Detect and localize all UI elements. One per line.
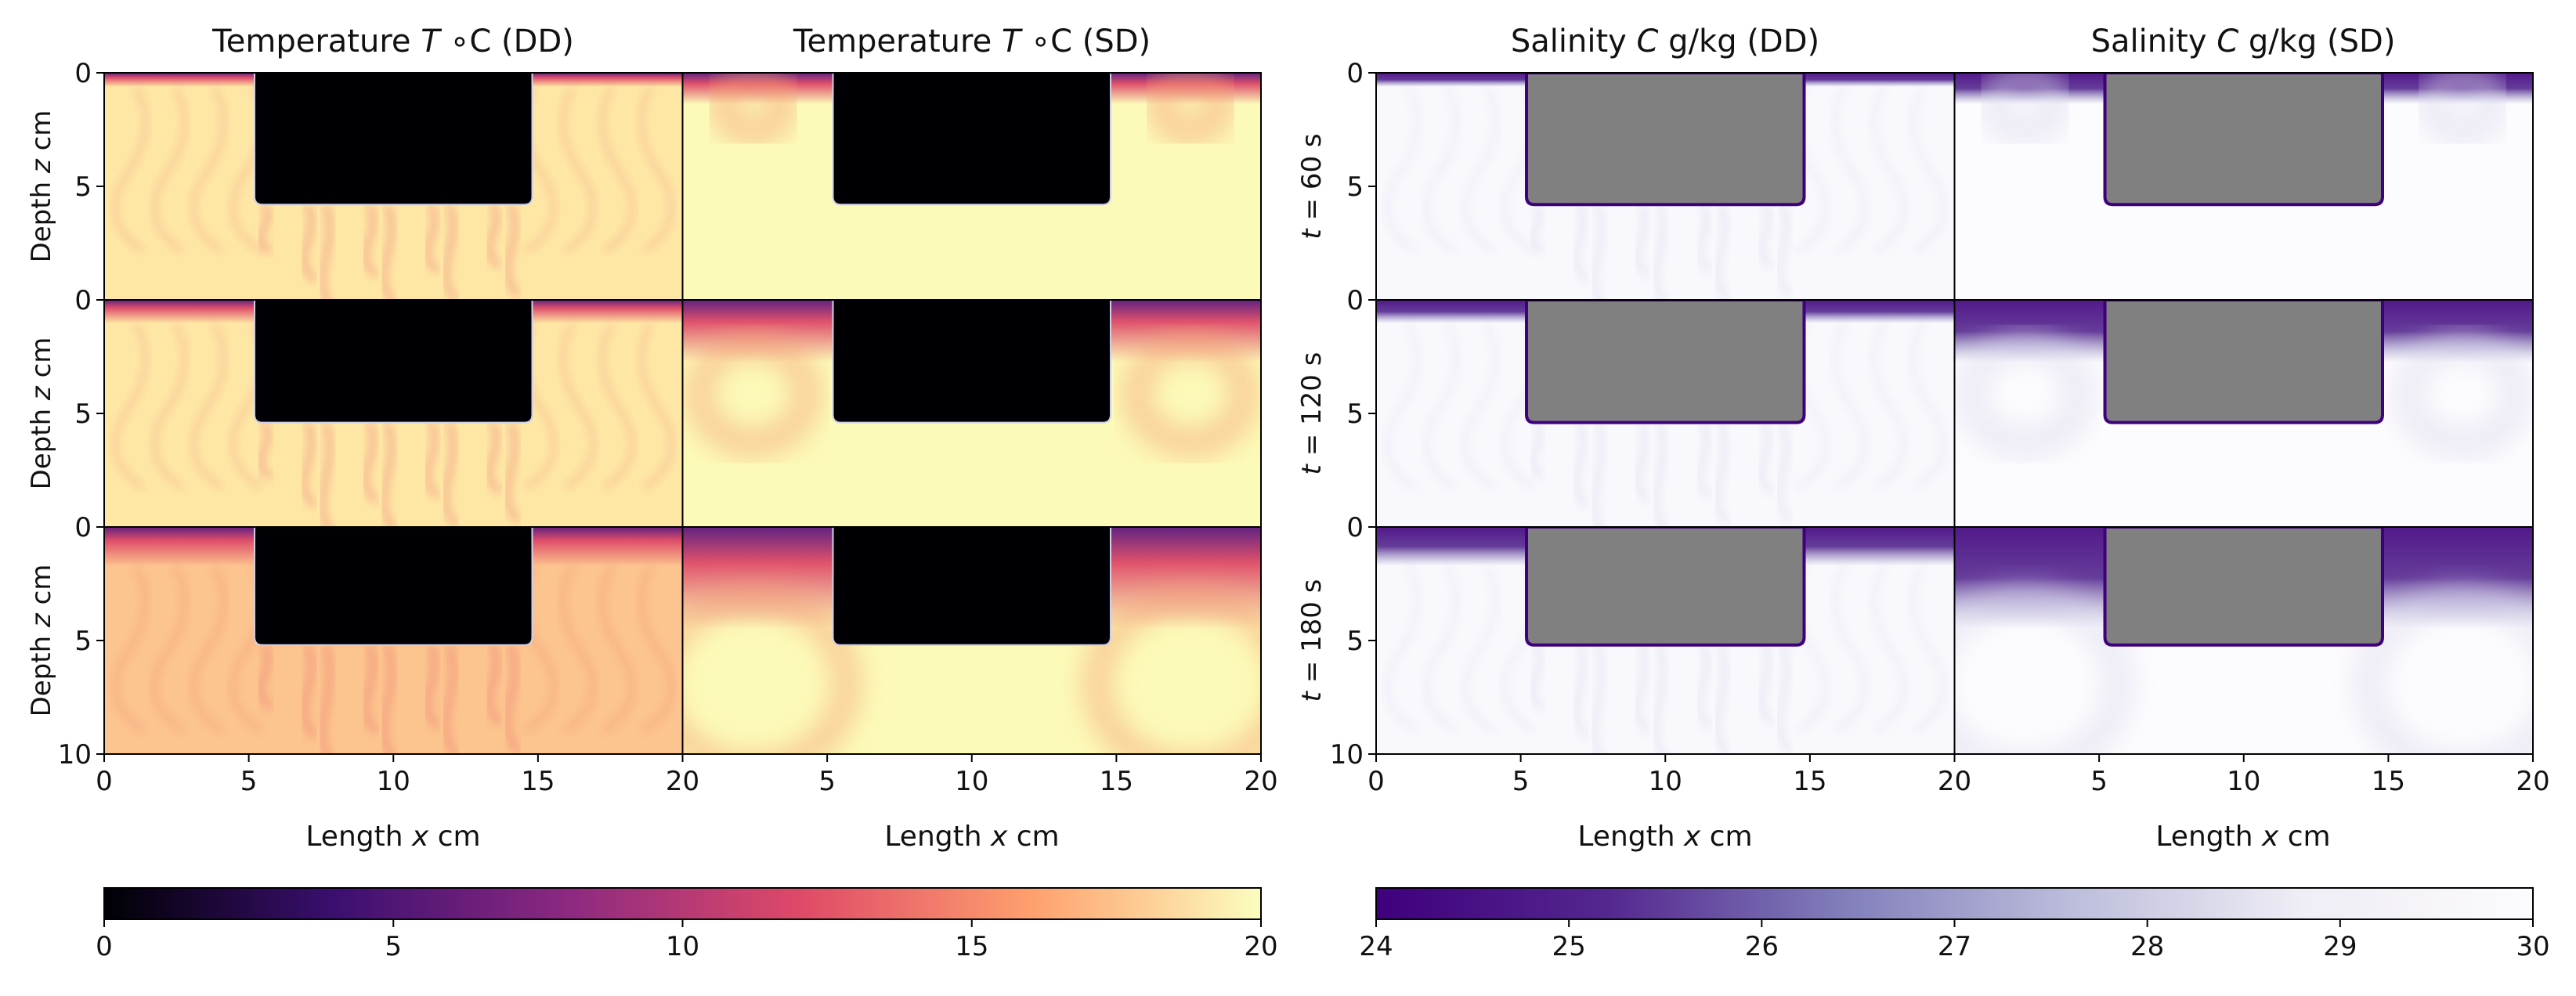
x-tick-label: 10 — [1649, 766, 1682, 797]
ylabel-row-2: Depth z cm — [26, 337, 57, 490]
col-title-temperature-dd: Temperature T ∘C (DD) — [211, 23, 574, 60]
xlabel-salinity-dd: Length x cm — [1577, 821, 1752, 853]
y-tick-label: 0 — [74, 285, 92, 316]
panel-salinity-sd-row-2 — [1953, 299, 2534, 528]
obstacle — [2103, 73, 2384, 207]
x-tick-label: 5 — [1512, 766, 1530, 797]
time-label-60s: t = 60 s — [1296, 133, 1328, 239]
panel-temperature-dd-row-3 — [103, 526, 684, 755]
colorbar-tick-label: 10 — [666, 931, 699, 962]
col-title-temperature-sd: Temperature T ∘C (SD) — [793, 23, 1151, 60]
colorbar-tick-label: 30 — [2516, 931, 2549, 962]
x-tick-label: 0 — [96, 766, 113, 797]
time-label-120s: t = 120 s — [1296, 352, 1328, 475]
obstacle — [254, 73, 533, 206]
col-title-salinity-dd: Salinity C g/kg (DD) — [1511, 23, 1819, 60]
x-tick-label: 10 — [2227, 766, 2260, 797]
x-tick-label: 0 — [1367, 766, 1385, 797]
panel-salinity-dd-row-1 — [1375, 72, 1956, 301]
obstacle — [254, 300, 533, 424]
colorbar-tick-label: 29 — [2323, 931, 2357, 962]
ylabel-row-3: Depth z cm — [26, 565, 57, 717]
obstacle — [2103, 527, 2384, 647]
panel-temperature-sd-row-2 — [681, 299, 1262, 528]
obstacle — [1525, 73, 1806, 207]
panel-temperature-dd-row-2 — [103, 299, 684, 528]
col-title-salinity-sd: Salinity C g/kg (SD) — [2091, 23, 2396, 60]
xlabel-salinity-sd: Length x cm — [2155, 821, 2330, 853]
x-tick-label: 5 — [818, 766, 836, 797]
colorbar-tick-label: 26 — [1745, 931, 1779, 962]
y-tick-label: 10 — [58, 739, 92, 770]
x-tick-label: 20 — [1938, 766, 1971, 797]
panel-salinity-dd-row-3 — [1375, 526, 1956, 755]
x-tick-label: 15 — [521, 766, 555, 797]
colorbar-tick-label: 27 — [1938, 931, 1971, 962]
x-tick-label: 10 — [377, 766, 410, 797]
y-tick-label: 0 — [1346, 285, 1364, 316]
colorbar-tick-label: 15 — [955, 931, 988, 962]
panel-salinity-dd-row-2 — [1375, 299, 1956, 528]
obstacle — [832, 527, 1111, 646]
x-tick-label: 5 — [2090, 766, 2108, 797]
time-label-180s: t = 180 s — [1296, 579, 1328, 702]
temperature-colorbar — [103, 887, 1262, 920]
obstacle — [1525, 300, 1806, 424]
obstacle — [254, 527, 533, 646]
y-tick-label: 0 — [74, 512, 92, 543]
y-tick-label: 5 — [1346, 171, 1364, 203]
y-tick-label: 0 — [1346, 58, 1364, 89]
y-tick-label: 5 — [74, 399, 92, 430]
y-tick-label: 0 — [74, 58, 92, 89]
x-tick-label: 15 — [1793, 766, 1826, 797]
panel-grid — [103, 72, 2534, 755]
colorbar-tick-label: 24 — [1359, 931, 1393, 962]
xlabel-temperature-sd: Length x cm — [884, 821, 1059, 853]
panel-temperature-sd-row-3 — [681, 526, 1262, 755]
ylabel-row-1: Depth z cm — [26, 110, 57, 263]
obstacle — [832, 73, 1111, 206]
y-tick-label: 10 — [1330, 739, 1364, 770]
colorbar-tick-label: 20 — [1244, 931, 1277, 962]
panel-temperature-sd-row-1 — [681, 72, 1262, 301]
y-tick-label: 5 — [74, 626, 92, 657]
panel-salinity-sd-row-3 — [1953, 526, 2534, 755]
x-tick-label: 20 — [666, 766, 699, 797]
panel-salinity-sd-row-1 — [1953, 72, 2534, 301]
colorbar-tick-label: 28 — [2130, 931, 2164, 962]
y-tick-label: 5 — [74, 171, 92, 203]
y-tick-label: 0 — [1346, 512, 1364, 543]
x-tick-label: 15 — [2372, 766, 2405, 797]
x-tick-label: 20 — [1244, 766, 1277, 797]
y-tick-label: 5 — [1346, 399, 1364, 430]
x-tick-label: 15 — [1100, 766, 1133, 797]
y-tick-label: 5 — [1346, 626, 1364, 657]
obstacle — [832, 300, 1111, 424]
x-tick-label: 10 — [955, 766, 988, 797]
obstacle — [2103, 300, 2384, 424]
colorbar-tick-label: 5 — [385, 931, 402, 962]
panel-temperature-dd-row-1 — [103, 72, 684, 301]
xlabel-temperature: Length x cm — [305, 821, 480, 853]
x-tick-label: 20 — [2516, 766, 2549, 797]
colorbar-tick-label: 25 — [1552, 931, 1586, 962]
salinity-colorbar — [1375, 887, 2534, 920]
x-tick-label: 5 — [240, 766, 258, 797]
colorbar-tick-label: 0 — [96, 931, 113, 962]
obstacle — [1525, 527, 1806, 647]
